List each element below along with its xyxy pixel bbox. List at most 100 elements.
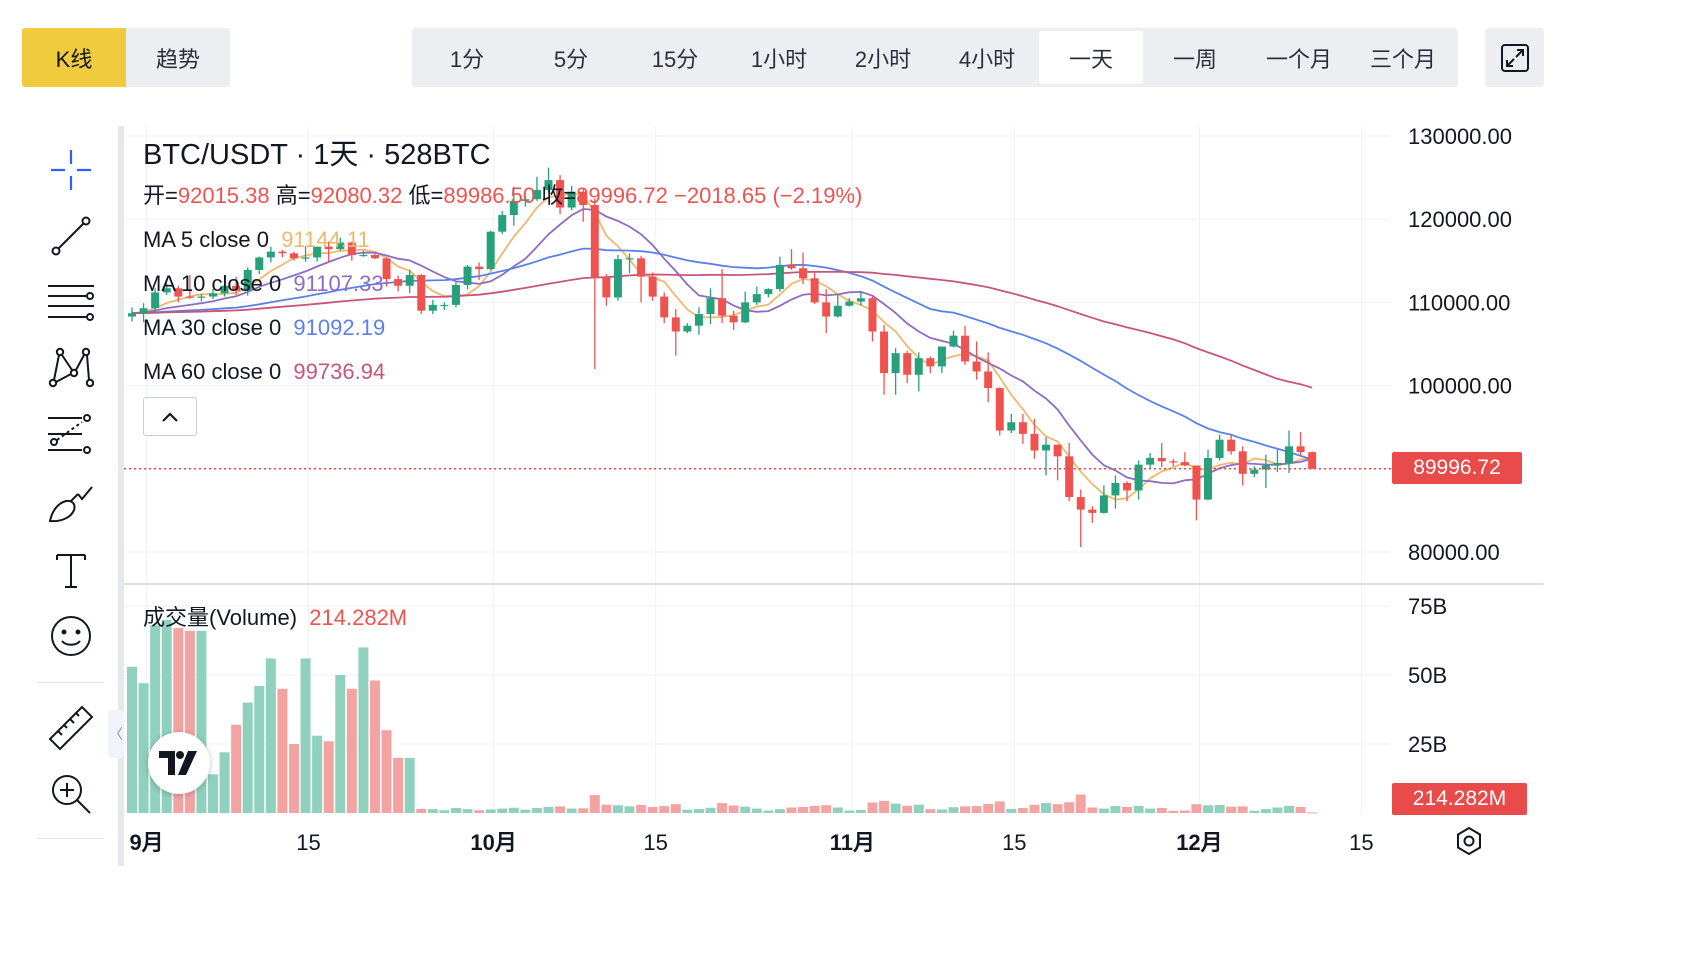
candle-body <box>556 180 565 208</box>
candle-body <box>498 215 507 232</box>
candle-body <box>787 264 796 269</box>
interval-15m[interactable]: 15分 <box>651 46 699 72</box>
ma-label: MA 5 close 0 <box>143 227 269 252</box>
volume-axis-label: 75B <box>1408 594 1447 619</box>
interval-1m[interactable]: 1分 <box>449 46 485 72</box>
candle-body <box>428 304 437 311</box>
candle-body <box>949 335 958 347</box>
candle-body <box>521 199 530 201</box>
text-tool[interactable] <box>38 543 104 597</box>
legend-collapse-button[interactable] <box>143 397 197 436</box>
fib-icon <box>48 414 91 454</box>
volume-bar <box>1272 807 1283 813</box>
candle-body <box>232 285 241 291</box>
change-value: −2018.65 (−2.19%) <box>674 183 863 208</box>
candle-body <box>1215 439 1224 458</box>
drawing-toolbar <box>0 126 118 864</box>
ma30-line <box>131 247 1313 461</box>
volume-bar <box>335 675 346 813</box>
collapse-toolbar-button[interactable]: 〈 <box>108 710 124 758</box>
crosshair-tool[interactable] <box>38 143 104 197</box>
trend-line-tool[interactable] <box>38 209 104 263</box>
volume-bar <box>439 810 450 813</box>
tradingview-logo[interactable] <box>148 732 210 794</box>
candle-body <box>1180 462 1189 466</box>
volume-bar <box>717 803 728 813</box>
expand-button[interactable] <box>1485 28 1544 87</box>
candle-body <box>648 276 657 297</box>
interval-1h[interactable]: 1小时 <box>750 46 808 72</box>
tab-trend[interactable]: 趋势 <box>155 46 200 72</box>
current-volume-label: 214.282M <box>1392 783 1527 815</box>
volume-bar <box>462 809 473 813</box>
horizontal-lines-tool[interactable] <box>38 275 104 329</box>
candle-body <box>289 253 298 259</box>
interval-3mo[interactable]: 三个月 <box>1369 46 1436 72</box>
interval-1mo[interactable]: 一个月 <box>1265 46 1332 72</box>
interval-2h[interactable]: 2小时 <box>854 46 912 72</box>
volume-bar <box>393 757 404 813</box>
emoji-tool[interactable] <box>38 609 104 663</box>
candle-body <box>799 268 808 279</box>
candle-body <box>394 279 403 286</box>
gear-icon <box>1457 826 1481 856</box>
price-axis-label: 120000.00 <box>1408 207 1512 232</box>
volume-bar <box>427 809 438 813</box>
volume-bar <box>925 809 936 813</box>
time-axis-label: 11月 <box>830 830 875 855</box>
volume-axis-label: 25B <box>1408 732 1447 757</box>
ma-value: 99736.94 <box>293 359 386 384</box>
candle-body <box>266 251 275 258</box>
candle-body <box>324 246 333 250</box>
interval-4h[interactable]: 4小时 <box>958 46 1016 72</box>
candle-body <box>729 315 738 323</box>
volume-bar <box>786 807 797 813</box>
ohlc-row: 开=92015.38 高=92080.32 低=89986.50 收=89996… <box>143 174 862 218</box>
volume-bar <box>381 730 392 813</box>
volume-bar <box>705 807 716 813</box>
current-price-label: 89996.72 <box>1392 452 1522 484</box>
interval-1w[interactable]: 一周 <box>1172 46 1217 72</box>
brush-tool[interactable] <box>38 477 104 531</box>
volume-bar <box>497 808 508 813</box>
price-axis-label: 110000.00 <box>1408 290 1510 315</box>
candle-body <box>845 301 854 306</box>
volume-bar <box>1249 810 1260 813</box>
candle-body <box>313 246 322 258</box>
candle-body <box>1169 461 1178 463</box>
candle-body <box>637 258 646 277</box>
trend-line-icon <box>51 216 91 256</box>
open-value: 92015.38 <box>177 183 270 208</box>
candle-body <box>718 298 727 316</box>
volume-bar <box>670 804 681 813</box>
fib-tool[interactable] <box>38 407 104 461</box>
volume-bar <box>369 680 380 813</box>
volume-bar <box>1179 810 1190 813</box>
price-axis-label: 100000.00 <box>1408 374 1512 399</box>
view-tabs: K线 趋势 <box>22 28 230 87</box>
candle-body <box>984 371 993 389</box>
tab-kline[interactable]: K线 <box>22 28 126 87</box>
zoom-in-tool[interactable] <box>38 767 104 821</box>
volume-bar <box>566 808 577 813</box>
candle-body <box>1018 422 1027 434</box>
candle-body <box>544 180 553 191</box>
candle-body <box>1053 444 1062 457</box>
volume-bar <box>184 630 195 813</box>
volume-bar <box>1214 804 1225 813</box>
candle-body <box>683 325 692 332</box>
interval-5m[interactable]: 5分 <box>553 46 589 72</box>
volume-bar <box>1307 812 1318 814</box>
candle-body <box>856 298 865 302</box>
zoom-in-icon <box>52 775 91 814</box>
interval-1d[interactable]: 一天 <box>1039 31 1143 84</box>
interval-selector: 1分 5分 15分 1小时 2小时 4小时 一天 一周 一个月 三个月 <box>412 28 1458 87</box>
volume-bars <box>127 619 1318 814</box>
candle-body <box>405 274 414 286</box>
candle-body <box>1134 464 1143 491</box>
candle-body <box>764 289 773 295</box>
pattern-tool[interactable] <box>38 341 104 395</box>
settings-button[interactable] <box>1450 822 1488 860</box>
ruler-tool[interactable] <box>38 701 104 755</box>
